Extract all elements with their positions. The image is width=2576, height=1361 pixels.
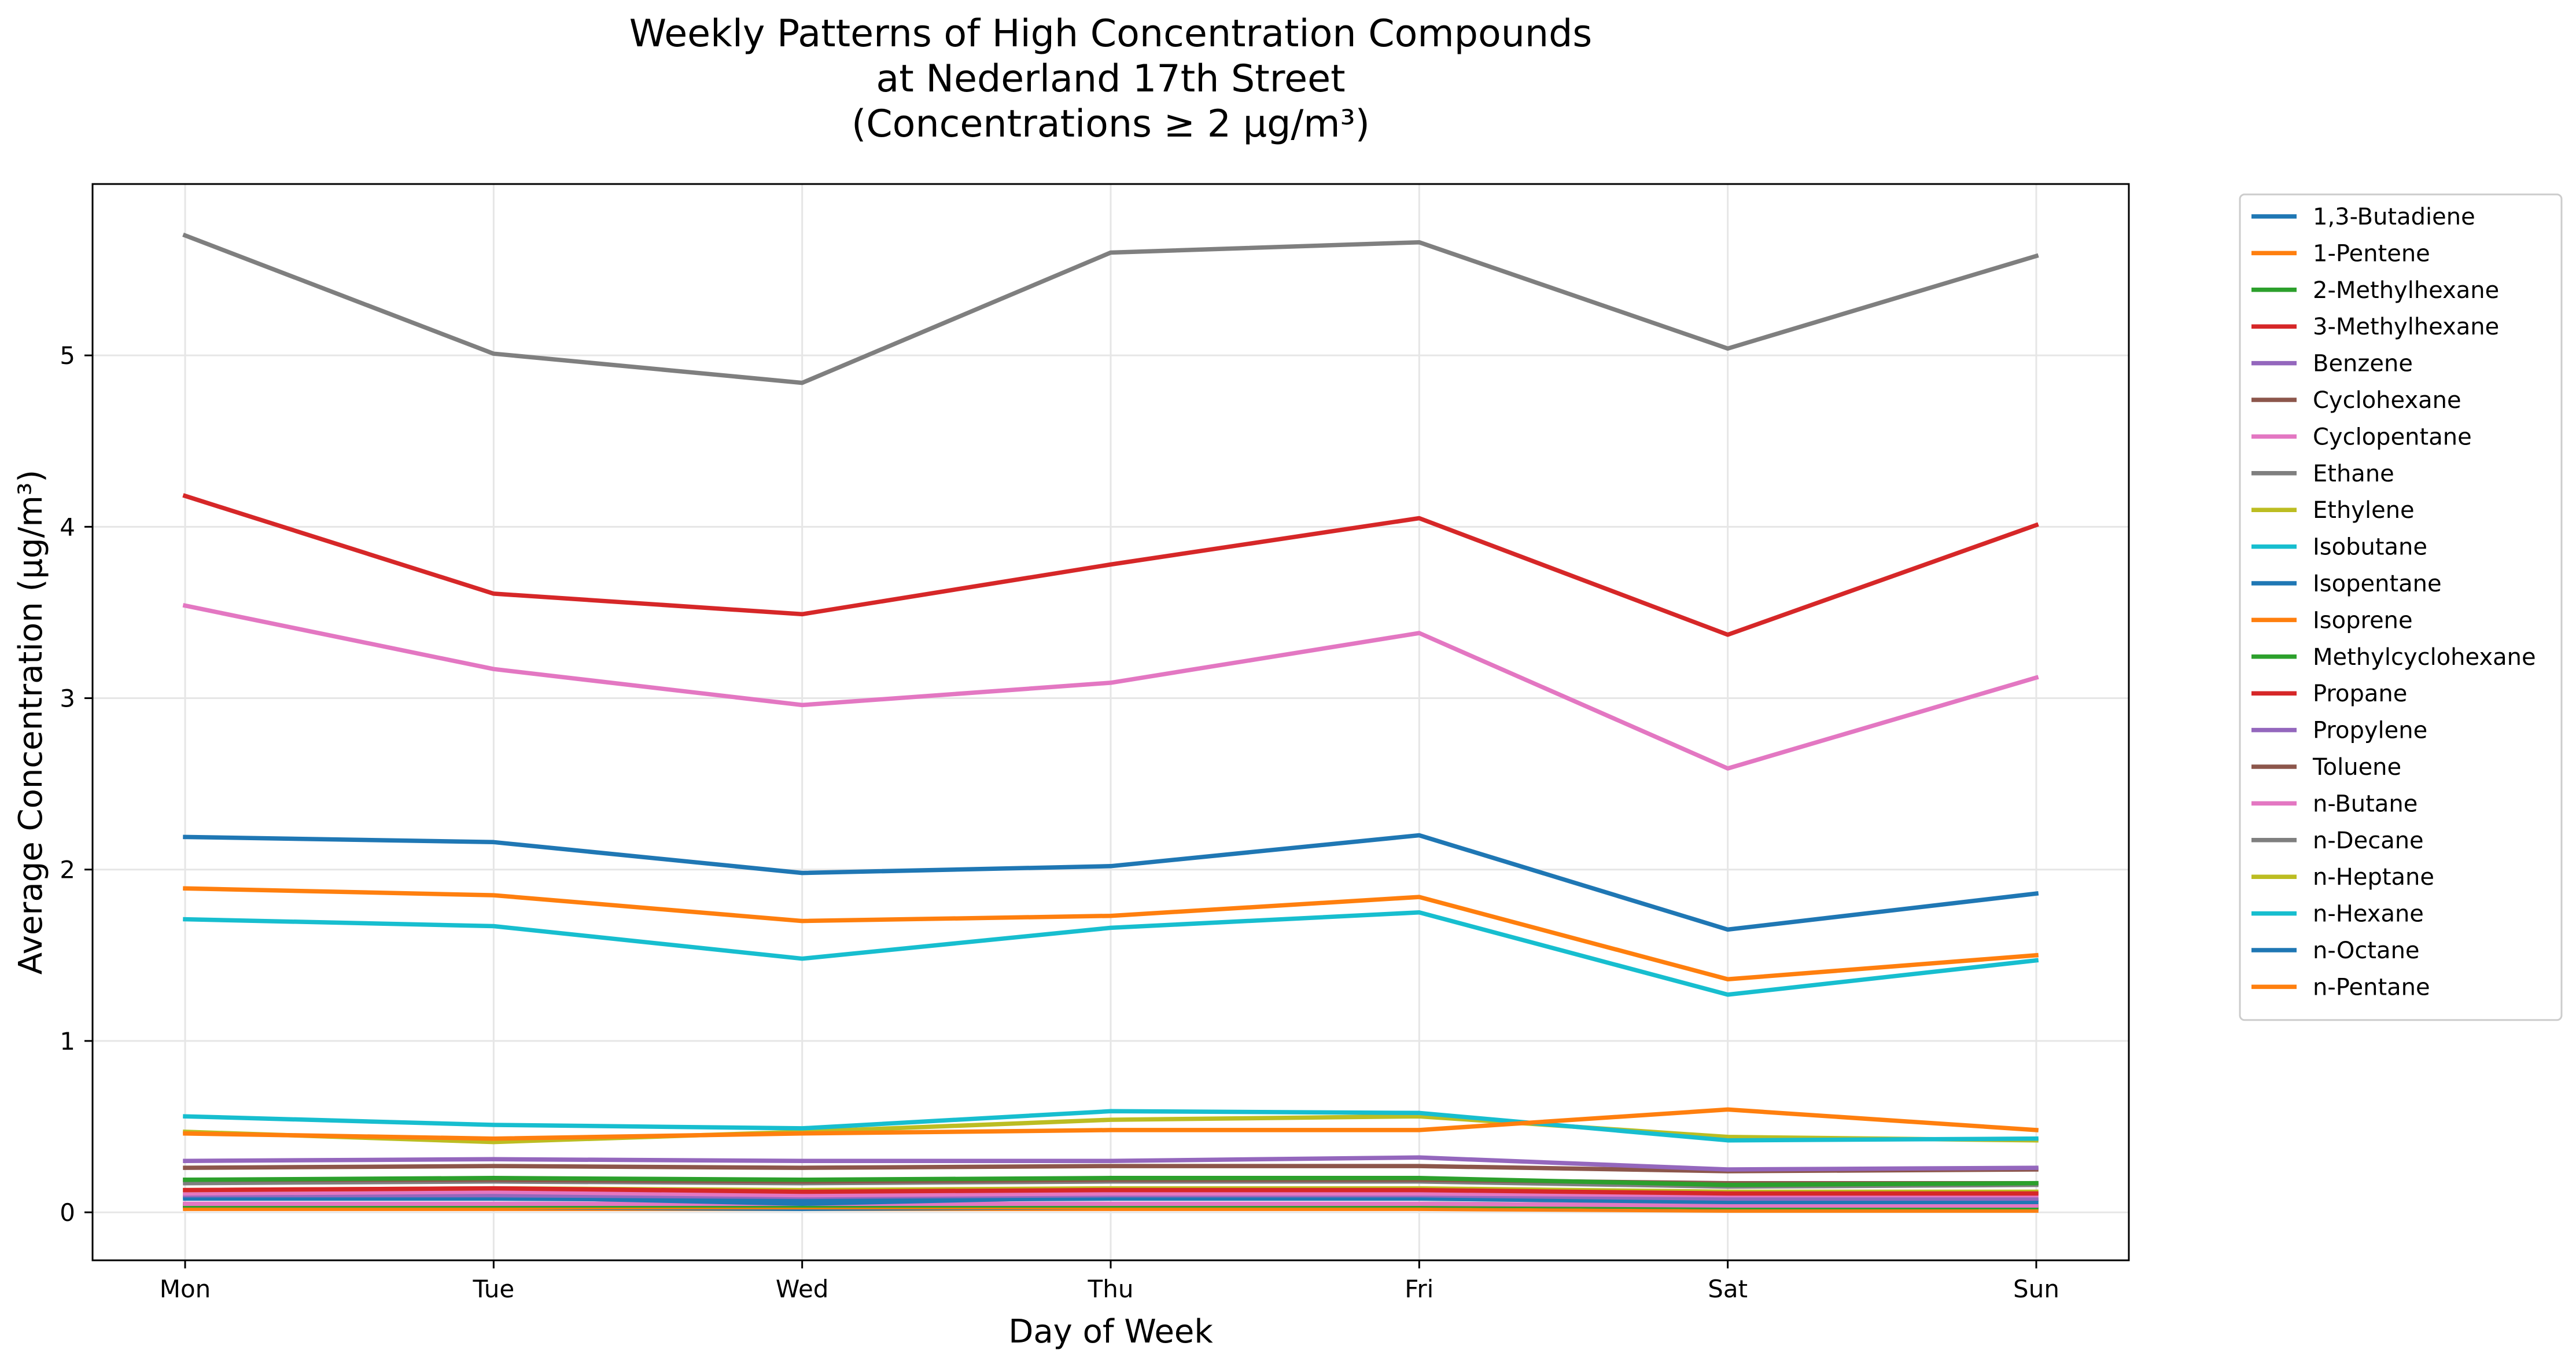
y-tick-label: 5 — [60, 341, 75, 370]
series-line-25 — [183, 1186, 2039, 1196]
series-line-21 — [183, 886, 2039, 982]
y-axis-label: Average Concentration (μg/m³) — [12, 470, 50, 974]
legend-label: Isopentane — [2313, 571, 2442, 597]
legend: 1,3-Butadiene 1-Pentene 2-Methylhexane 3-Me… — [2239, 193, 2563, 1021]
x-tick-label: Mon — [160, 1275, 211, 1303]
legend-label: n-Octane — [2313, 937, 2420, 964]
series-line-10 — [183, 833, 2039, 932]
series-line-22 — [183, 1107, 2039, 1141]
title-line: (Concentrations ≥ 2 μg/m³) — [852, 102, 1370, 146]
legend-label: n-Hexane — [2313, 901, 2424, 928]
legend-label: Cyclopentane — [2313, 424, 2472, 450]
y-tick-label: 1 — [60, 1027, 75, 1055]
y-tick-label: 0 — [60, 1198, 75, 1227]
legend-label: Cyclohexane — [2313, 387, 2461, 414]
title-line: Weekly Patterns of High Concentration Co… — [629, 12, 1593, 56]
legend-box — [2239, 193, 2563, 1021]
x-axis: Mon Tue Wed Thu Fri Sat Sun — [160, 1260, 2059, 1303]
legend-label: Toluene — [2312, 754, 2401, 781]
x-tick-label: Sat — [1708, 1275, 1748, 1303]
x-axis-label: Day of Week — [1008, 1313, 1213, 1351]
series-line-6 — [183, 1201, 2039, 1208]
series-lines — [182, 233, 2039, 1213]
y-tick-label: 2 — [60, 856, 75, 884]
y-tick-label: 4 — [60, 513, 75, 541]
series-line-14 — [183, 1155, 2039, 1172]
y-axis: 0 1 2 3 4 5 — [60, 341, 93, 1227]
grid — [93, 184, 2129, 1260]
legend-label: 1-Pentene — [2313, 240, 2430, 267]
legend-label: Propane — [2313, 680, 2407, 707]
x-tick-label: Wed — [776, 1275, 829, 1303]
x-tick-label: Thu — [1088, 1275, 1134, 1303]
series-line-9 — [183, 1109, 2039, 1143]
legend-label: n-Decane — [2313, 827, 2424, 854]
x-tick-label: Sun — [2013, 1275, 2059, 1303]
legend-label: 2-Methylhexane — [2313, 277, 2499, 304]
chart-title: Weekly Patterns of High Concentration Co… — [629, 12, 1593, 146]
title-line: at Nederland 17th Street — [876, 57, 1345, 101]
series-line-16 — [182, 603, 2039, 771]
legend-label: Benzene — [2313, 351, 2413, 377]
series-line-19 — [183, 910, 2039, 997]
legend-label: Ethylene — [2313, 497, 2415, 524]
series-line-8 — [183, 1114, 2039, 1145]
legend-label: 1,3-Butadiene — [2313, 204, 2475, 230]
series-line-13 — [182, 493, 2039, 637]
x-tick-label: Tue — [472, 1275, 514, 1303]
legend-label: Propylene — [2313, 718, 2427, 744]
legend-label: Ethane — [2313, 461, 2394, 487]
legend-label: n-Butane — [2313, 790, 2417, 817]
legend-label: n-Pentane — [2313, 974, 2430, 1000]
legend-label: Methylcyclohexane — [2313, 644, 2536, 671]
legend-label: Isoprene — [2313, 607, 2413, 634]
x-tick-label: Fri — [1405, 1275, 1433, 1303]
series-line-23 — [183, 1176, 2039, 1187]
legend-label: n-Heptane — [2313, 864, 2434, 891]
legend-label: 3-Methylhexane — [2313, 314, 2499, 340]
legend-label: Isobutane — [2313, 534, 2427, 561]
series-line-7 — [182, 233, 2039, 385]
y-tick-label: 3 — [60, 685, 75, 713]
